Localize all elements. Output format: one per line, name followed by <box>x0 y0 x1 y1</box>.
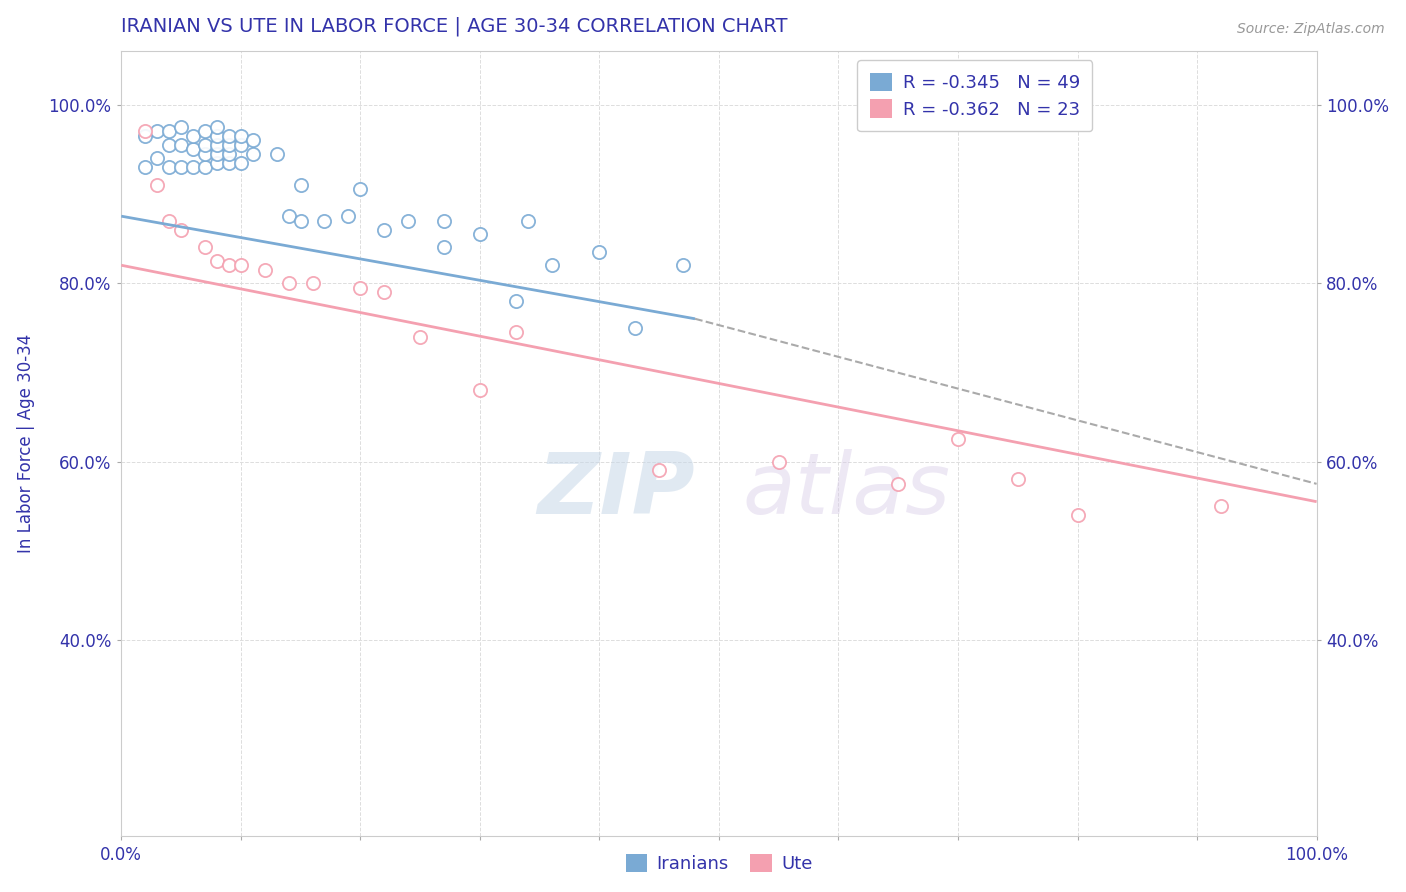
Point <box>194 160 217 174</box>
Point <box>181 160 204 174</box>
Point <box>205 128 228 143</box>
Point <box>588 244 610 259</box>
Point <box>218 146 240 161</box>
Point <box>301 276 323 290</box>
Point <box>205 146 228 161</box>
Point <box>505 293 527 308</box>
Point <box>242 146 264 161</box>
Point <box>218 128 240 143</box>
Point <box>194 124 217 138</box>
Point <box>277 276 299 290</box>
Point <box>194 146 217 161</box>
Point <box>218 258 240 272</box>
Point <box>205 137 228 152</box>
Point <box>516 213 538 227</box>
Point <box>242 133 264 147</box>
Point <box>468 383 491 397</box>
Point <box>349 182 371 196</box>
Point <box>1066 508 1088 522</box>
Point <box>433 240 456 254</box>
Legend: Iranians, Ute: Iranians, Ute <box>617 845 821 882</box>
Point <box>205 155 228 169</box>
Point <box>157 160 180 174</box>
Point <box>146 178 169 192</box>
Point <box>648 463 671 477</box>
Point <box>277 209 299 223</box>
Point <box>373 222 395 236</box>
Point <box>157 213 180 227</box>
Point <box>170 120 193 134</box>
Point <box>134 160 156 174</box>
Point <box>205 253 228 268</box>
Point <box>290 178 312 192</box>
Point <box>170 137 193 152</box>
Point <box>337 209 360 223</box>
Point <box>624 320 647 334</box>
Point <box>218 155 240 169</box>
Point <box>181 142 204 156</box>
Point <box>229 128 252 143</box>
Point <box>349 280 371 294</box>
Point <box>229 137 252 152</box>
Point <box>409 329 432 343</box>
Point <box>146 124 169 138</box>
Point <box>314 213 336 227</box>
Point <box>181 128 204 143</box>
Point <box>194 137 217 152</box>
Point <box>540 258 562 272</box>
Point <box>170 222 193 236</box>
Point <box>373 285 395 299</box>
Point <box>134 124 156 138</box>
Point <box>433 213 456 227</box>
Point <box>205 120 228 134</box>
Text: Source: ZipAtlas.com: Source: ZipAtlas.com <box>1237 22 1385 37</box>
Point <box>768 454 790 468</box>
Point <box>229 258 252 272</box>
Text: ZIP: ZIP <box>537 450 695 533</box>
Text: IRANIAN VS UTE IN LABOR FORCE | AGE 30-34 CORRELATION CHART: IRANIAN VS UTE IN LABOR FORCE | AGE 30-3… <box>121 17 787 37</box>
Point <box>1007 472 1029 486</box>
Point <box>887 476 910 491</box>
Point <box>218 137 240 152</box>
Point <box>229 155 252 169</box>
Point <box>157 124 180 138</box>
Point <box>146 151 169 165</box>
Point <box>194 240 217 254</box>
Point <box>170 160 193 174</box>
Point <box>505 325 527 339</box>
Point <box>134 128 156 143</box>
Point <box>396 213 419 227</box>
Point <box>946 432 969 446</box>
Point <box>672 258 695 272</box>
Point <box>1209 499 1232 513</box>
Y-axis label: In Labor Force | Age 30-34: In Labor Force | Age 30-34 <box>17 334 35 553</box>
Point <box>468 227 491 241</box>
Point <box>266 146 288 161</box>
Text: atlas: atlas <box>742 450 950 533</box>
Point <box>253 262 276 277</box>
Point <box>157 137 180 152</box>
Point <box>290 213 312 227</box>
